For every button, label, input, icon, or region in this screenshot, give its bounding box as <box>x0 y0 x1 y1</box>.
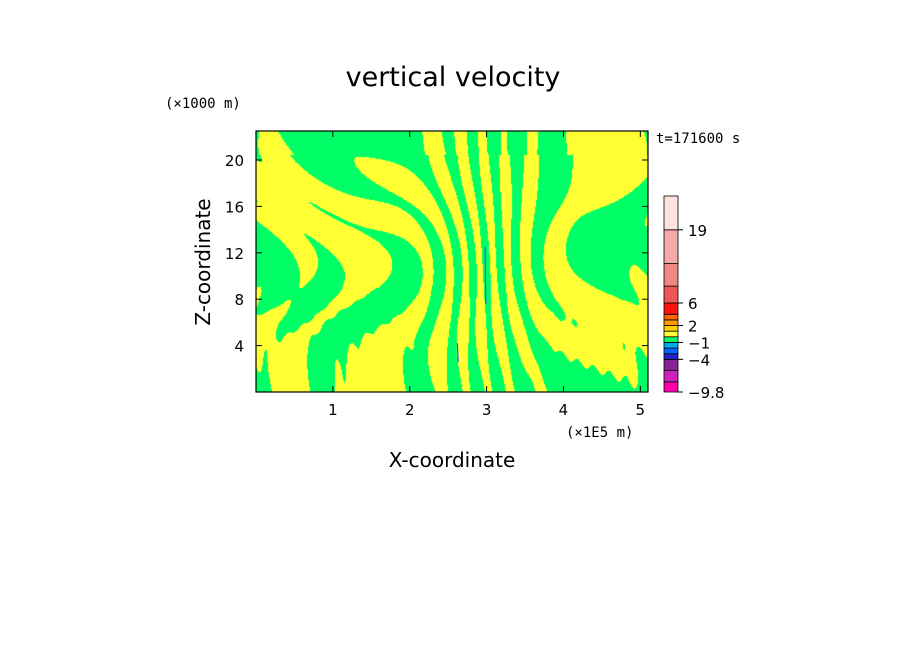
colorbar-band <box>663 381 679 393</box>
colorbar-label: −9.8 <box>688 384 724 402</box>
colorbar-band <box>663 229 679 264</box>
x-tick-label: 4 <box>559 401 569 419</box>
y-axis-unit: (×1000 m) <box>165 96 241 112</box>
colorbar-band <box>663 370 679 383</box>
colorbar-band <box>663 285 679 304</box>
x-tick-label: 2 <box>405 401 415 419</box>
colorbar-band <box>663 313 679 321</box>
colorbar-band <box>663 353 679 360</box>
x-axis-ticks: 1 2 3 4 5 <box>328 131 645 419</box>
colorbar-band <box>663 302 679 315</box>
colorbar-band <box>663 263 679 287</box>
downdraft-streak <box>484 246 487 304</box>
colorbar-band <box>663 342 679 349</box>
velocity-field-raster <box>256 131 648 392</box>
colorbar-band <box>663 336 679 343</box>
y-axis-ticks: 4 8 12 16 20 <box>225 152 648 356</box>
colorbar-band <box>663 347 679 355</box>
x-tick-label: 5 <box>636 401 646 419</box>
y-tick-label: 12 <box>225 245 244 263</box>
x-tick-label: 1 <box>328 401 338 419</box>
velocity-field <box>256 131 648 392</box>
y-tick-label: 8 <box>234 291 244 309</box>
plot-frame <box>255 130 649 393</box>
y-tick-label: 4 <box>234 338 244 356</box>
downdraft-streak <box>456 343 459 362</box>
colorbar: 19 6 2−1−4 −9.8 <box>663 195 724 402</box>
y-tick-label: 16 <box>225 198 244 216</box>
chart-title: vertical velocity <box>346 62 561 93</box>
y-tick-label: 20 <box>225 152 244 170</box>
x-tick-label: 3 <box>482 401 492 419</box>
colorbar-band <box>663 330 679 338</box>
colorbar-band <box>663 319 679 326</box>
y-axis-label: Z-coordinate <box>191 198 215 325</box>
colorbar-label: −4 <box>688 351 710 369</box>
x-axis-unit: (×1E5 m) <box>566 425 633 441</box>
colorbar-label: −1 <box>688 334 710 352</box>
colorbar-band <box>663 325 679 332</box>
x-axis-label: X-coordinate <box>389 448 516 472</box>
colorbar-band <box>663 358 679 371</box>
colorbar-label: 6 <box>688 295 698 313</box>
time-label: t=171600 s <box>656 131 740 147</box>
colorbar-band <box>663 195 679 231</box>
colorbar-label: 2 <box>688 318 698 336</box>
colorbar-label: 19 <box>688 222 707 240</box>
